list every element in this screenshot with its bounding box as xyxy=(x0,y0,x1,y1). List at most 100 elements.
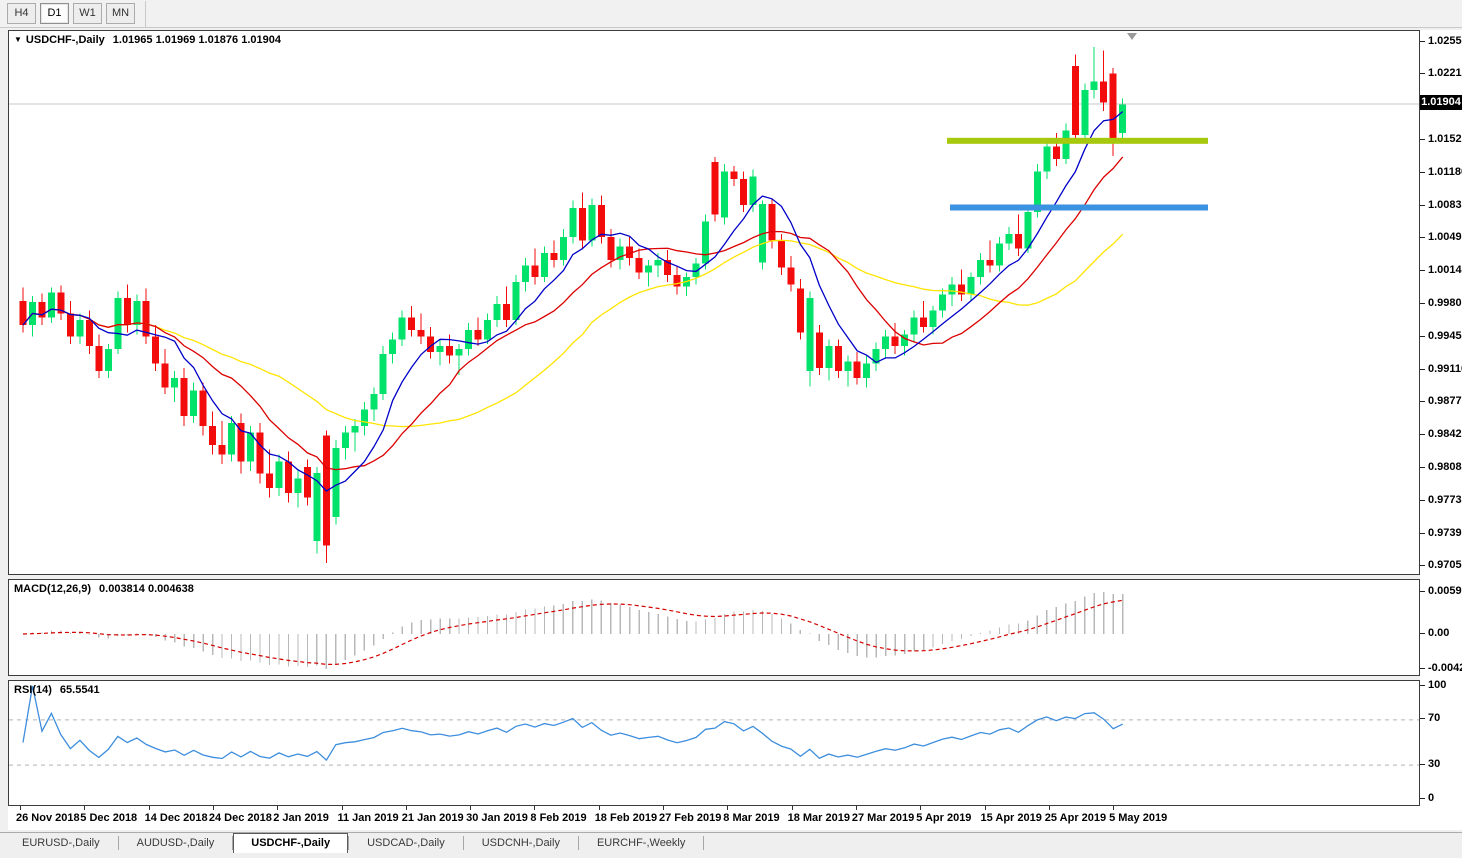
rsi-axis-label: 0 xyxy=(1428,791,1435,804)
tab-usdcnh-daily[interactable]: USDCNH-,Daily xyxy=(481,837,560,849)
tab-usdcad-daily[interactable]: USDCAD-,Daily xyxy=(367,837,445,849)
rsi-axis-tick xyxy=(1420,684,1425,686)
rsi-name: RSI(14) xyxy=(14,684,52,696)
timeframe-toolbar: H4 D1 W1 MN xyxy=(0,0,1462,28)
date-axis-tick xyxy=(84,806,86,810)
tab-separator xyxy=(462,836,464,850)
date-axis-label: 5 Apr 2019 xyxy=(916,812,972,824)
price-axis-tick xyxy=(1420,40,1425,42)
date-axis-tick xyxy=(1113,806,1115,810)
rsi-axis-label: 100 xyxy=(1428,678,1447,691)
date-axis-label: 18 Mar 2019 xyxy=(787,812,850,824)
price-axis-tick xyxy=(1420,270,1425,272)
main-price-panel[interactable]: ▼ USDCHF-,Daily 1.01965 1.01969 1.01876 1.… xyxy=(8,30,1420,575)
price-axis-tick xyxy=(1420,466,1425,468)
price-axis-tick xyxy=(1420,532,1425,534)
macd-axis-tick xyxy=(1420,590,1425,592)
price-axis-label: 1.00830 xyxy=(1428,198,1462,211)
rsi-indicator-panel[interactable]: RSI(14) 65.5541 xyxy=(8,680,1420,806)
ma-fast xyxy=(22,111,1124,492)
tab-eurusd-daily[interactable]: EURUSD-,Daily xyxy=(22,837,100,849)
date-axis-label: 5 Dec 2018 xyxy=(80,812,138,824)
rsi-axis-tick xyxy=(1420,763,1425,765)
price-axis-label: 1.01180 xyxy=(1428,165,1462,178)
date-axis-tick xyxy=(534,806,536,810)
macd-values: 0.003814 0.004638 xyxy=(99,583,194,595)
macd-name: MACD(12,26,9) xyxy=(14,583,92,595)
resistance-line xyxy=(947,137,1208,144)
date-axis-label: 15 Apr 2019 xyxy=(980,812,1042,824)
tab-usdchf-daily[interactable]: USDCHF-,Daily xyxy=(233,833,349,853)
date-axis-tick xyxy=(1048,806,1050,810)
tab-separator xyxy=(577,836,579,850)
macd-signal-line xyxy=(22,599,1123,665)
timeframe-button-d1[interactable]: D1 xyxy=(40,3,69,24)
date-axis-label: 5 May 2019 xyxy=(1109,812,1168,824)
price-axis-label: 1.02210 xyxy=(1428,67,1462,80)
price-axis-tick xyxy=(1420,237,1425,239)
date-axis-label: 30 Jan 2019 xyxy=(466,812,528,824)
tab-audusd-daily[interactable]: AUDUSD-,Daily xyxy=(136,837,215,849)
tab-separator xyxy=(348,836,350,850)
ma-slow xyxy=(22,233,1124,428)
tab-eurchf-weekly[interactable]: EURCHF-,Weekly xyxy=(596,837,686,849)
timeframe-button-w1[interactable]: W1 xyxy=(73,3,102,24)
tab-separator xyxy=(703,836,705,850)
price-axis-tick xyxy=(1420,434,1425,436)
date-axis-label: 26 Nov 2018 xyxy=(16,812,80,824)
timeframe-button-h4[interactable]: H4 xyxy=(7,3,36,24)
date-axis-tick xyxy=(984,806,986,810)
macd-label: MACD(12,26,9) 0.003814 0.004638 xyxy=(14,583,194,595)
date-axis: 26 Nov 2018 5 Dec 2018 14 Dec 2018 24 Dec 2… xyxy=(8,806,1462,830)
chart-title: ▼ USDCHF-,Daily 1.01965 1.01969 1.01876 1.… xyxy=(14,34,281,46)
price-axis-tick xyxy=(1420,73,1425,75)
price-axis: 1.01904 1.025501.022101.018701.015201.01… xyxy=(1420,30,1462,806)
macd-canvas xyxy=(22,592,1124,669)
tab-separator xyxy=(117,836,119,850)
timeframe-button-mn[interactable]: MN xyxy=(106,3,135,24)
price-axis-tick xyxy=(1420,302,1425,304)
macd-axis-label: 0.00597 xyxy=(1428,584,1462,597)
rsi-canvas xyxy=(9,685,1419,766)
date-axis-tick xyxy=(405,806,407,810)
date-axis-label: 25 Apr 2019 xyxy=(1044,812,1107,824)
date-axis-label: 21 Jan 2019 xyxy=(401,812,464,824)
date-axis-tick xyxy=(148,806,150,810)
price-axis-tick xyxy=(1420,138,1425,140)
tab-separator xyxy=(232,836,234,850)
candles xyxy=(19,46,1127,563)
main-chart-canvas xyxy=(9,46,1419,563)
price-axis-tick xyxy=(1420,368,1425,370)
macd-axis-tick xyxy=(1420,667,1425,669)
chart-symbol-label: USDCHF-,Daily xyxy=(25,34,105,46)
date-axis-label: 8 Feb 2019 xyxy=(530,812,587,824)
price-axis-tick xyxy=(1420,204,1425,206)
macd-indicator-panel[interactable]: MACD(12,26,9) 0.003814 0.004638 xyxy=(8,579,1420,676)
current-price-badge: 1.01904 xyxy=(1420,95,1462,111)
ma-mid xyxy=(22,156,1124,471)
price-axis-tick xyxy=(1420,401,1425,403)
price-axis-tick xyxy=(1420,565,1425,567)
date-axis-tick xyxy=(277,806,279,810)
price-axis-tick xyxy=(1420,171,1425,173)
support-line xyxy=(950,204,1208,211)
price-axis-label: 1.01520 xyxy=(1428,132,1462,145)
chart-ohlc-values: 1.01965 1.01969 1.01876 1.01904 xyxy=(112,34,281,46)
chart-shift-marker-icon xyxy=(1127,33,1137,40)
macd-histogram xyxy=(31,592,1124,669)
rsi-axis-tick xyxy=(1420,797,1425,799)
date-axis-tick xyxy=(20,806,21,810)
rsi-label: RSI(14) 65.5541 xyxy=(14,684,100,696)
date-axis-tick xyxy=(663,806,664,810)
rsi-axis-label: 70 xyxy=(1428,712,1441,725)
date-axis-label: 27 Feb 2019 xyxy=(659,812,722,824)
